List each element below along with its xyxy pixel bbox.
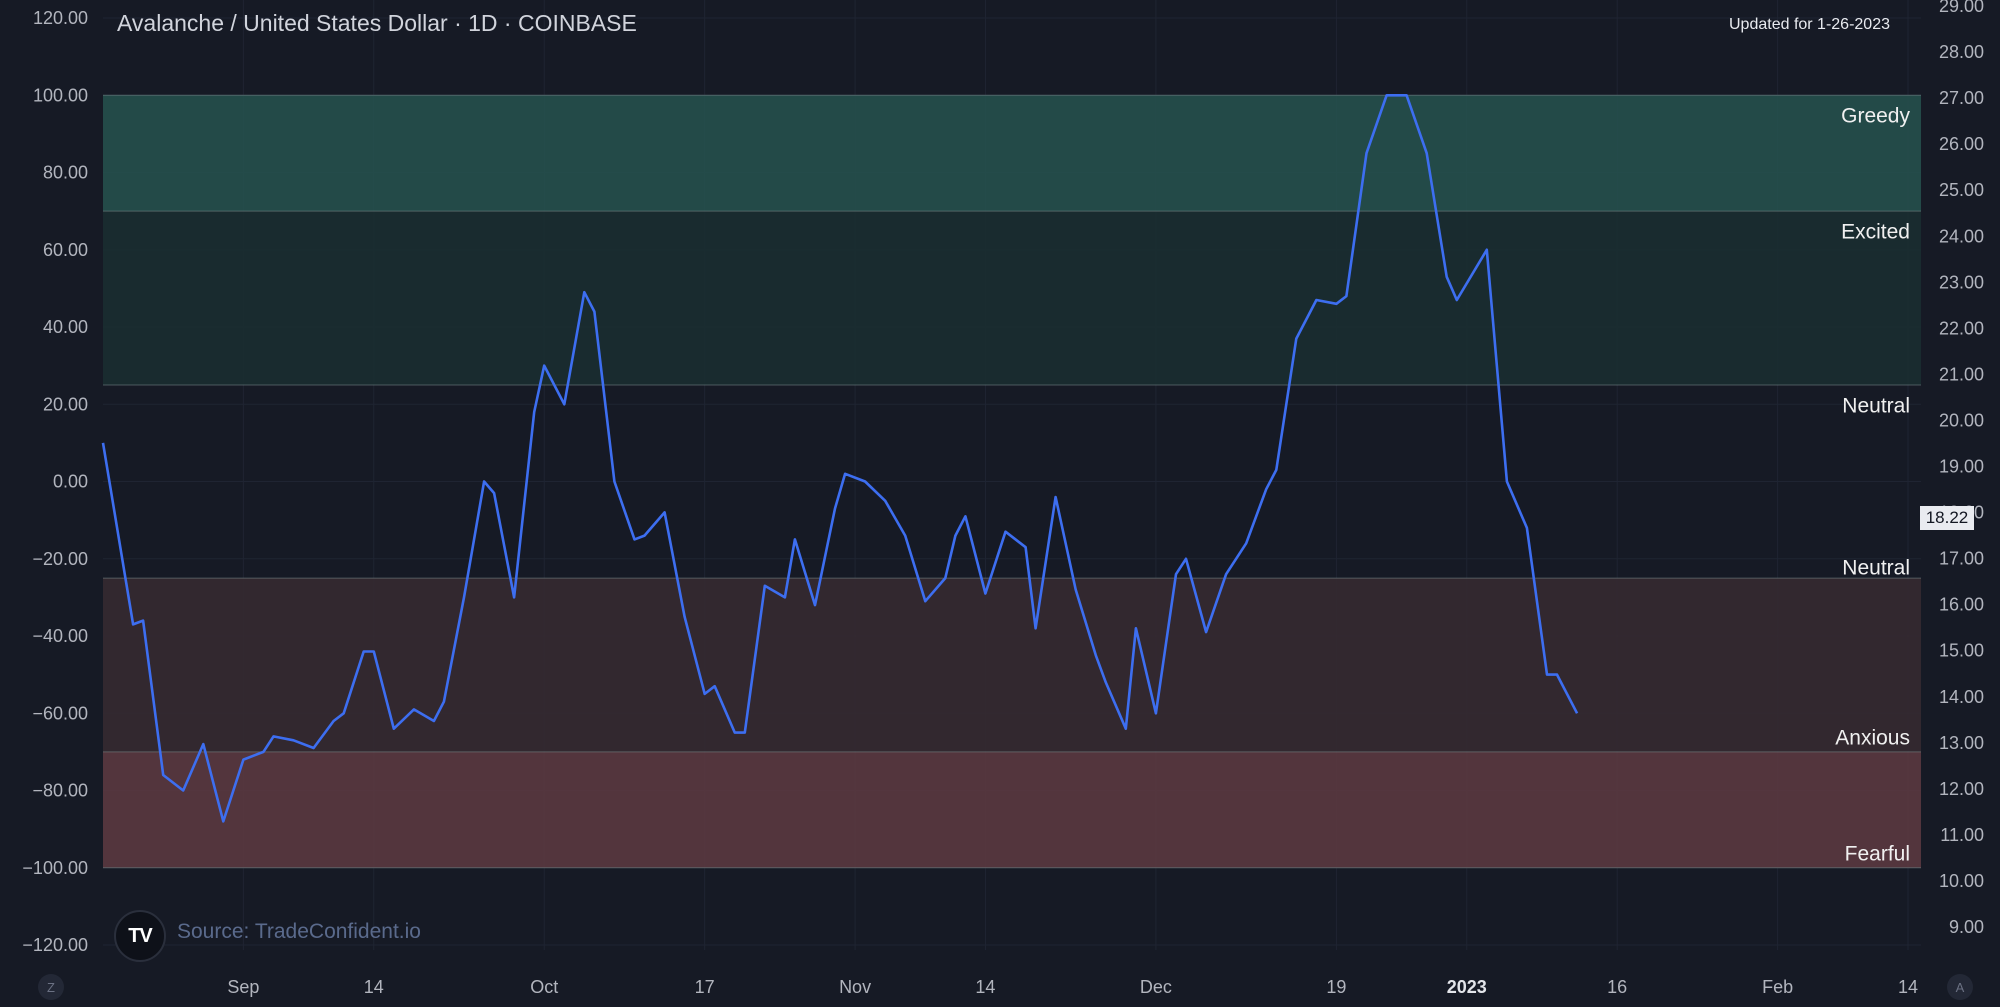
- left-axis-tick-label: −40.00: [32, 626, 88, 646]
- x-axis-tick-label: 17: [695, 977, 715, 997]
- zone-label: Neutral: [1842, 394, 1910, 417]
- right-axis-tick-label: 20.00: [1939, 410, 1984, 430]
- x-axis-tick-label: Sep: [227, 977, 259, 997]
- right-axis-tick-label: 25.00: [1939, 180, 1984, 200]
- x-axis-tick-label: 19: [1326, 977, 1346, 997]
- x-axis-tick-label: 14: [364, 977, 384, 997]
- right-axis-tick-label: 11.00: [1940, 825, 1984, 845]
- x-axis-tick-label: Oct: [530, 977, 558, 997]
- x-axis-tick-label: 14: [975, 977, 995, 997]
- source-label: Source: TradeConfident.io: [177, 920, 421, 943]
- x-axis-tick-label: 2023: [1447, 977, 1487, 997]
- left-axis-tick-label: 60.00: [43, 240, 88, 260]
- zone-label: Anxious: [1835, 726, 1910, 749]
- zone-fearful: [103, 751, 1921, 868]
- last-price-badge: 18.22: [1920, 506, 1974, 530]
- zone-label: Greedy: [1841, 105, 1910, 128]
- left-axis-tick-label: 100.00: [33, 85, 88, 105]
- right-axis-tick-label: 27.00: [1939, 88, 1984, 108]
- right-axis-tick-label: 24.00: [1939, 226, 1984, 246]
- zone-excited: [103, 211, 1921, 385]
- left-axis-tick-label: 0.00: [53, 472, 88, 492]
- zone-greedy: [103, 95, 1921, 212]
- right-axis-tick-label: 12.00: [1939, 779, 1984, 799]
- series-line-0: [101, 94, 1579, 823]
- x-axis-tick-label: Nov: [839, 977, 871, 997]
- updated-label: Updated for 1-26-2023: [1729, 16, 1890, 33]
- left-axis-tick-label: −100.00: [22, 858, 88, 878]
- right-axis-tick-label: 28.00: [1939, 42, 1984, 62]
- right-axis-tick-label: 16.00: [1939, 595, 1984, 615]
- zone-label: Neutral: [1842, 556, 1910, 579]
- zone-label: Excited: [1841, 220, 1910, 243]
- left-axis-tick-label: 20.00: [43, 394, 88, 414]
- left-axis-tick-label: −80.00: [32, 781, 88, 801]
- lines-layer: [101, 94, 1579, 823]
- scale-left-button[interactable]: Z: [38, 974, 64, 1000]
- right-axis-tick-label: 17.00: [1939, 549, 1984, 569]
- right-axis-tick-label: 13.00: [1939, 733, 1984, 753]
- left-axis-tick-label: −60.00: [32, 703, 88, 723]
- x-axis-tick-label: 14: [1898, 977, 1918, 997]
- right-axis-tick-label: 23.00: [1939, 272, 1984, 292]
- left-axis-tick-label: 120.00: [33, 8, 88, 28]
- right-axis-tick-label: 29.00: [1939, 0, 1984, 16]
- left-axis-tick-label: −20.00: [32, 549, 88, 569]
- left-axis-tick-label: −120.00: [22, 935, 88, 955]
- right-axis-tick-label: 15.00: [1939, 641, 1984, 661]
- auto-scale-button[interactable]: A: [1947, 974, 1973, 1000]
- tradingview-logo-icon[interactable]: TV: [114, 910, 166, 962]
- right-axis-tick-label: 22.00: [1939, 318, 1984, 338]
- axes-layer: 120.00 100.00 80.00 60.00 40.00 20.00 0.00 −20.…: [22, 0, 1984, 997]
- left-axis-tick-label: 40.00: [43, 317, 88, 337]
- right-axis-tick-label: 9.00: [1949, 917, 1984, 937]
- right-axis-tick-label: 21.00: [1939, 364, 1984, 384]
- x-axis-tick-label: Dec: [1140, 977, 1172, 997]
- zones-layer: [103, 94, 1921, 869]
- chart-title: Avalanche / United States Dollar · 1D · …: [117, 10, 637, 36]
- zone-anxious: [103, 578, 1921, 752]
- right-axis-tick-label: 14.00: [1939, 687, 1984, 707]
- x-axis-tick-label: 16: [1607, 977, 1627, 997]
- x-axis-tick-label: Feb: [1762, 977, 1793, 997]
- zone-label: Fearful: [1845, 842, 1910, 865]
- right-axis-tick-label: 19.00: [1939, 457, 1984, 477]
- left-axis-tick-label: 80.00: [43, 163, 88, 183]
- right-axis-tick-label: 26.00: [1939, 134, 1984, 154]
- right-axis-tick-label: 10.00: [1939, 871, 1984, 891]
- labels-layer: Greedy Excited Neutral Neutral Anxious Fearfu…: [1835, 105, 1910, 866]
